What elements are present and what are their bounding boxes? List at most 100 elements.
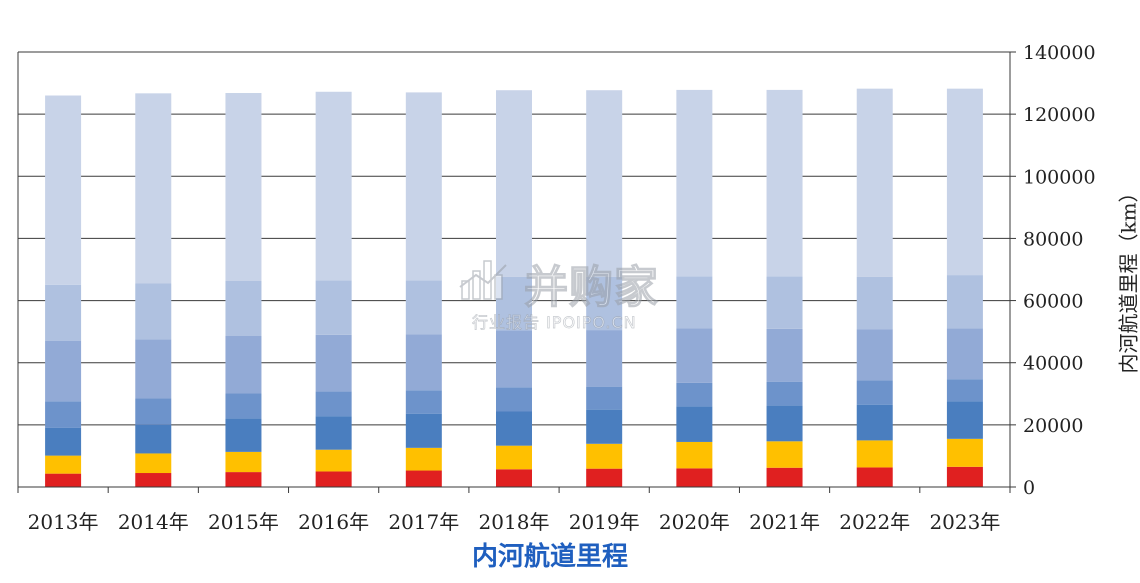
bar-segment	[225, 451, 262, 473]
bar-segment	[225, 93, 262, 281]
x-tick-label: 2021年	[749, 510, 820, 534]
bars	[45, 88, 983, 487]
bar-segment	[405, 470, 442, 487]
bar-segment	[766, 405, 803, 442]
bar-segment	[586, 443, 623, 469]
bar-segment	[405, 447, 442, 471]
axes	[17, 51, 1016, 493]
bar-segment	[225, 280, 262, 336]
bar-segment	[45, 401, 82, 428]
bar-segment	[315, 471, 352, 487]
bar-segment	[766, 89, 803, 277]
bar-segment	[856, 440, 893, 468]
bar-segment	[225, 472, 262, 487]
bar-segment	[856, 380, 893, 405]
bar-segment	[405, 413, 442, 448]
bar-segment	[676, 89, 713, 277]
bar-segment	[586, 330, 623, 387]
bar-segment	[45, 427, 82, 456]
bar-segment	[676, 468, 713, 487]
bar-segment	[135, 473, 172, 487]
y-tick-label: 140000	[1023, 42, 1096, 64]
bar-segment	[405, 334, 442, 391]
bar-segment	[496, 411, 532, 446]
bar-segment	[45, 340, 82, 402]
bar-segment	[946, 466, 983, 487]
bar-segment	[946, 438, 983, 467]
x-tick-label: 2022年	[839, 510, 910, 534]
bar-segment	[856, 88, 893, 277]
bar-segment	[676, 276, 713, 329]
y-axis-label: 内河航道里程（km）	[1116, 182, 1140, 374]
bar-segment	[315, 391, 352, 417]
bar-segment	[315, 280, 352, 335]
bar-segment	[766, 467, 803, 487]
bar-segment	[946, 88, 983, 276]
bar-segment	[586, 468, 623, 487]
y-tick-label: 60000	[1023, 291, 1083, 313]
bar-segment	[946, 401, 983, 439]
chart-title: 内河航道里程	[471, 542, 628, 572]
bar-segment	[135, 93, 172, 284]
y-tick-label: 120000	[1023, 104, 1096, 126]
bar-segment	[766, 276, 803, 329]
bar-segment	[225, 393, 262, 419]
bar-segment	[496, 330, 532, 388]
x-tick-label: 2018年	[479, 510, 550, 534]
bar-segment	[405, 92, 442, 281]
bar-segment	[676, 406, 713, 442]
bar-segment	[586, 386, 623, 410]
bar-segment	[315, 449, 352, 472]
bar-segment	[135, 283, 172, 340]
bar-segment	[315, 91, 352, 281]
y-tick-label: 0	[1023, 477, 1035, 499]
bar-segment	[946, 379, 983, 402]
bar-segment	[135, 424, 172, 454]
bar-segment	[45, 455, 82, 474]
x-tick-label: 2017年	[388, 510, 459, 534]
x-tick-label: 2015年	[208, 510, 279, 534]
bar-segment	[586, 90, 623, 277]
bar-segment	[496, 469, 532, 487]
bar-segment	[766, 381, 803, 406]
bar-segment	[676, 382, 713, 407]
bar-segment	[946, 328, 983, 380]
bar-segment	[496, 387, 532, 412]
y-tick-labels: 0 20000 40000 60000 80000 100000 120000 140000	[1023, 42, 1096, 499]
x-tick-label: 2023年	[929, 510, 1000, 534]
x-tick-label: 2013年	[28, 510, 99, 534]
bar-segment	[856, 329, 893, 381]
x-tick-label: 2019年	[569, 510, 640, 534]
bar-segment	[766, 441, 803, 468]
bar-segment	[315, 416, 352, 450]
x-tick-labels: 2013年 2014年 2015年 2016年 2017年 2018年 2019年 2020年…	[28, 510, 1001, 534]
bar-segment	[766, 328, 803, 382]
bar-segment	[496, 90, 532, 277]
bar-segment	[45, 473, 82, 487]
y-tick-label: 100000	[1023, 166, 1096, 188]
x-tick-label: 2020年	[659, 510, 730, 534]
bar-segment	[676, 328, 713, 383]
bar-segment	[496, 276, 532, 331]
bar-segment	[45, 284, 82, 341]
bar-segment	[315, 334, 352, 392]
bar-segment	[225, 418, 262, 452]
y-tick-label: 80000	[1023, 228, 1083, 250]
bar-segment	[856, 404, 893, 441]
bar-segment	[225, 335, 262, 394]
bar-segment	[135, 339, 172, 399]
bar-segment	[405, 280, 442, 335]
bar-segment	[856, 276, 893, 330]
x-tick-label: 2014年	[118, 510, 189, 534]
bar-segment	[586, 409, 623, 444]
x-tick-label: 2016年	[298, 510, 369, 534]
bar-segment	[135, 453, 172, 474]
bar-segment	[586, 276, 623, 331]
bar-segment	[856, 467, 893, 487]
y-tick-label: 20000	[1023, 415, 1083, 437]
bar-segment	[946, 275, 983, 329]
bar-segment	[45, 95, 82, 285]
y-tick-label: 40000	[1023, 353, 1083, 375]
